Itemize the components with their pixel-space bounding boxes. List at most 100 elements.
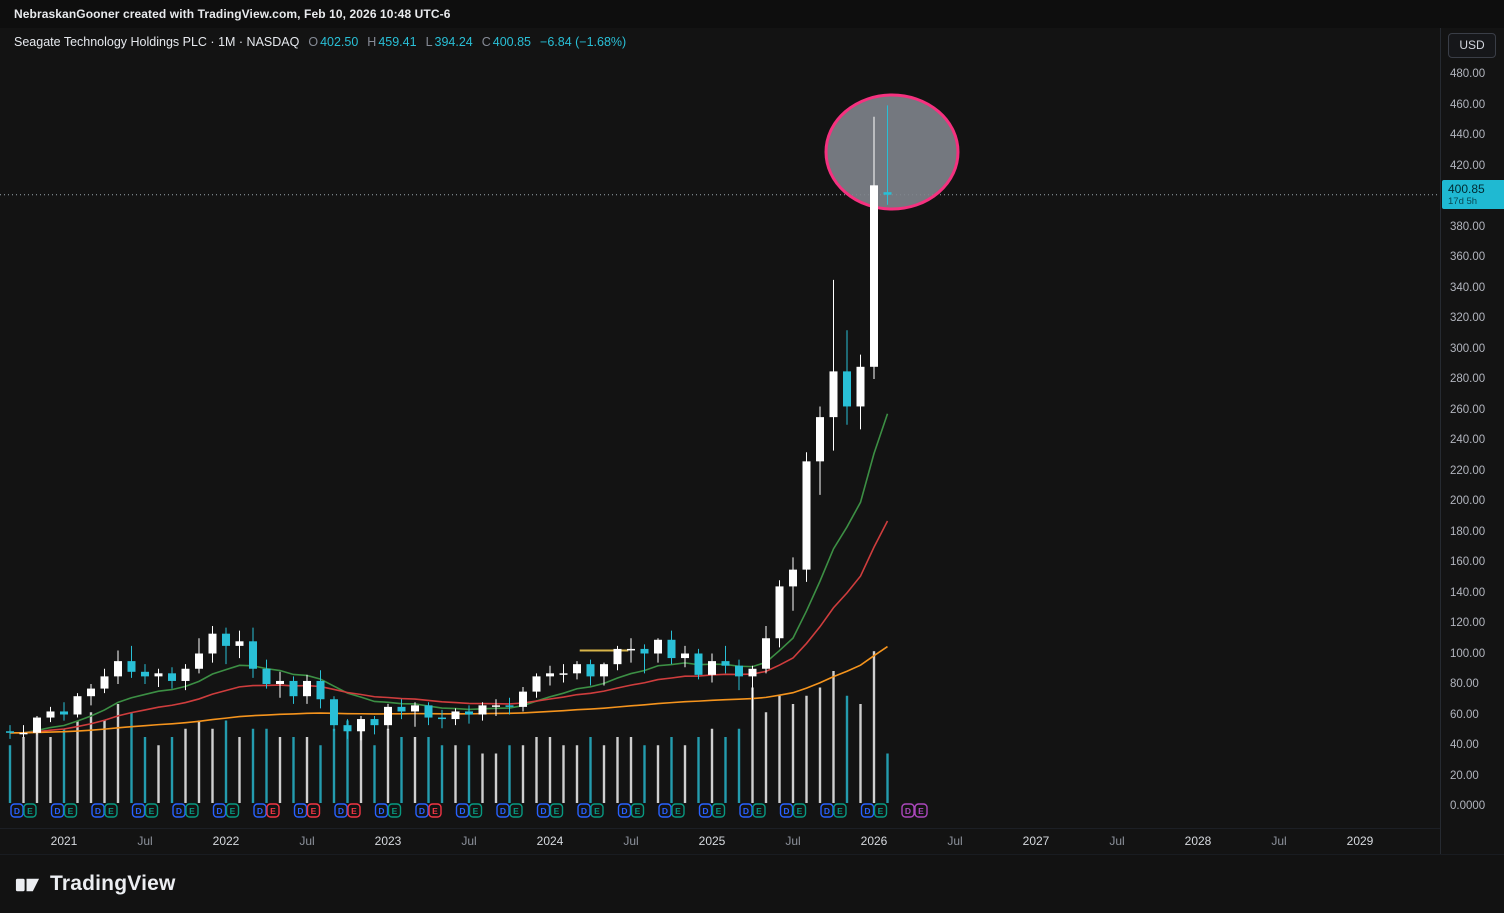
- dividend-badge[interactable]: D: [658, 803, 672, 818]
- time-axis[interactable]: 2021 Jul 2022 Jul 2023 Jul 2024 Jul 2025 Jul 2026 J…: [0, 828, 1440, 855]
- usd-button[interactable]: USD: [1448, 33, 1496, 58]
- candle: [883, 105, 892, 205]
- earnings-badge[interactable]: E: [266, 803, 280, 818]
- dividend-badge[interactable]: D: [172, 803, 186, 818]
- candle: [465, 705, 473, 724]
- volume-bar: [143, 737, 147, 803]
- dividend-badge[interactable]: D: [293, 803, 308, 818]
- dividend-badge[interactable]: D: [212, 803, 227, 818]
- dividend-badge[interactable]: D: [901, 803, 915, 818]
- volume-bar: [548, 737, 552, 803]
- dividend-badge[interactable]: D: [131, 803, 146, 818]
- dividend-badge[interactable]: D: [698, 803, 713, 818]
- candle: [708, 653, 716, 683]
- earnings-badge[interactable]: E: [63, 803, 78, 818]
- candle: [370, 716, 379, 735]
- volume-bar: [400, 737, 403, 803]
- price-axis-label: 360.00: [1450, 251, 1486, 263]
- svg-text:E: E: [918, 806, 924, 816]
- earnings-badge[interactable]: E: [549, 803, 564, 818]
- candle: [276, 671, 284, 698]
- earnings-badge[interactable]: E: [509, 803, 523, 818]
- earnings-badge[interactable]: E: [630, 803, 645, 818]
- dividend-badge[interactable]: D: [10, 803, 24, 818]
- dividend-badge[interactable]: D: [536, 803, 551, 818]
- earnings-badge[interactable]: E: [347, 803, 361, 818]
- earnings-badge[interactable]: E: [185, 803, 199, 818]
- earnings-badge[interactable]: E: [23, 803, 37, 818]
- volume-bar: [224, 720, 228, 803]
- svg-text:E: E: [392, 806, 398, 816]
- highlight-ellipse-drawing[interactable]: [824, 93, 960, 211]
- dividend-badge[interactable]: D: [860, 803, 875, 818]
- volume-bar: [737, 728, 741, 803]
- candle: [438, 709, 446, 729]
- dividend-badge[interactable]: D: [617, 803, 632, 818]
- candle: [505, 697, 514, 715]
- dividend-badge[interactable]: D: [91, 803, 105, 818]
- earnings-badge[interactable]: E: [833, 803, 847, 818]
- svg-text:E: E: [797, 806, 803, 816]
- dividend-badge[interactable]: D: [374, 803, 389, 818]
- svg-text:D: D: [216, 806, 222, 816]
- tradingview-logo[interactable]: TradingView: [14, 871, 176, 898]
- svg-text:E: E: [756, 806, 762, 816]
- earnings-badge[interactable]: E: [104, 803, 118, 818]
- earnings-badge[interactable]: E: [671, 803, 685, 818]
- earnings-badge[interactable]: E: [873, 803, 888, 818]
- candle: [559, 664, 568, 683]
- dividend-badge[interactable]: D: [820, 803, 834, 818]
- volume-bar: [359, 728, 363, 803]
- earnings-badge[interactable]: E: [711, 803, 726, 818]
- candle: [262, 659, 271, 689]
- earnings-badge[interactable]: E: [225, 803, 240, 818]
- dividend-badge[interactable]: D: [415, 803, 429, 818]
- open-label: O: [308, 35, 319, 49]
- candle: [586, 659, 595, 686]
- close-readout: C 400.85: [482, 35, 531, 49]
- volume-bar: [656, 745, 660, 803]
- svg-text:D: D: [54, 806, 60, 816]
- close-label: C: [481, 35, 491, 49]
- dividend-badge[interactable]: D: [50, 803, 65, 818]
- dividend-badge[interactable]: D: [739, 803, 753, 818]
- volume-bar: [8, 745, 12, 803]
- dividend-badge[interactable]: D: [577, 803, 591, 818]
- candle: [249, 627, 257, 678]
- earnings-badge[interactable]: E: [428, 803, 442, 818]
- earnings-badge[interactable]: E: [306, 803, 321, 818]
- svg-text:E: E: [716, 806, 722, 816]
- dividend-badge[interactable]: D: [334, 803, 348, 818]
- volume-bar: [440, 745, 444, 803]
- earnings-badge[interactable]: E: [468, 803, 483, 818]
- earnings-badge[interactable]: E: [792, 803, 807, 818]
- time-axis-label: 2027: [1022, 834, 1050, 848]
- earnings-badge[interactable]: E: [752, 803, 766, 818]
- dividend-badge[interactable]: D: [779, 803, 794, 818]
- price-axis[interactable]: USD 480.00 460.00 440.00 420.00 380.00 360.00…: [1440, 0, 1504, 854]
- candle: [640, 644, 649, 674]
- volume-bar: [602, 745, 606, 803]
- svg-text:E: E: [878, 806, 884, 816]
- volume-bar: [103, 720, 106, 803]
- earnings-badge[interactable]: E: [914, 803, 928, 818]
- candle: [546, 665, 554, 686]
- earnings-badge[interactable]: E: [387, 803, 402, 818]
- earnings-badge[interactable]: E: [144, 803, 159, 818]
- candle: [19, 725, 28, 738]
- candle: [654, 638, 662, 663]
- dividend-badge[interactable]: D: [496, 803, 510, 818]
- price-axis-label: 420.00: [1450, 159, 1486, 172]
- dividend-badge[interactable]: D: [455, 803, 470, 818]
- volume-bar: [643, 745, 646, 803]
- svg-text:E: E: [513, 806, 519, 816]
- svg-text:D: D: [419, 806, 425, 816]
- candle: [424, 702, 433, 726]
- earnings-badge[interactable]: E: [590, 803, 604, 818]
- volume-bar: [724, 737, 727, 803]
- volume-bar: [76, 720, 79, 803]
- symbol-title[interactable]: Seagate Technology Holdings PLC · 1M · N…: [14, 35, 300, 49]
- dividend-badge[interactable]: D: [253, 803, 267, 818]
- price-tag: 400.85 17d 5h: [1442, 179, 1504, 209]
